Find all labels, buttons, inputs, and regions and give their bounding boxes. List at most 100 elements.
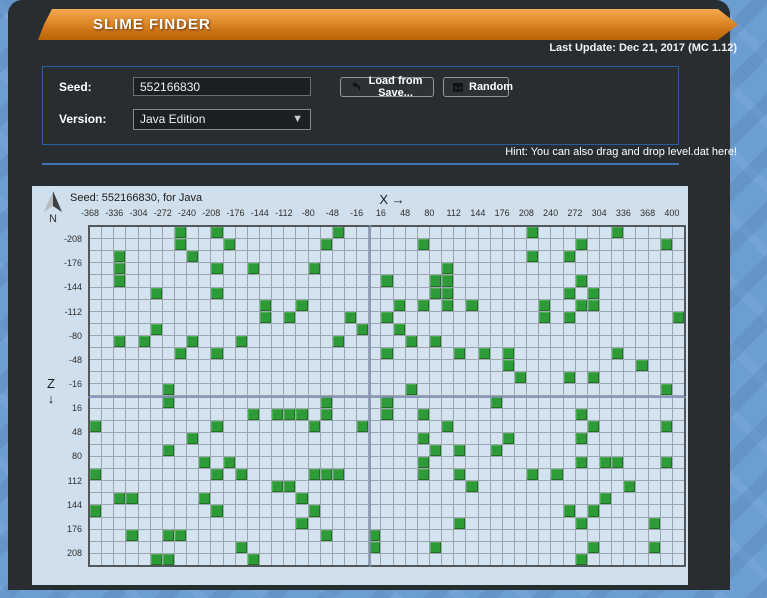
chunk-cell (466, 384, 478, 396)
chunk-cell (320, 444, 332, 457)
chunk-cell (600, 505, 612, 517)
chunk-cell (296, 553, 308, 565)
chunk-cell (296, 251, 308, 263)
chunk-cell (126, 420, 138, 432)
chunk-cell (235, 372, 247, 384)
chunk-cell (563, 348, 575, 360)
slime-chunk-cell (587, 372, 599, 384)
chunk-cell (90, 372, 102, 384)
chunk-cell (502, 420, 514, 432)
chunk-grid-map[interactable] (88, 225, 686, 567)
load-from-save-button[interactable]: Load from Save... (340, 75, 434, 99)
chunk-cell (345, 287, 357, 299)
random-button[interactable]: Random (443, 77, 513, 97)
chunk-cell (296, 396, 308, 408)
chunk-cell (660, 469, 672, 481)
chunk-cell (393, 384, 405, 396)
chunk-cell (624, 335, 636, 348)
chunk-cell (600, 372, 612, 384)
chunk-cell (672, 432, 684, 444)
chunk-cell (357, 541, 369, 553)
chunk-cell (369, 517, 381, 529)
slime-chunk-cell (126, 529, 138, 541)
chunk-cell (90, 384, 102, 396)
slime-chunk-cell (187, 251, 199, 263)
chunk-cell (150, 239, 162, 251)
chunk-cell (478, 505, 490, 517)
version-select[interactable]: Java Edition ▼ (133, 109, 311, 130)
chunk-cell (648, 408, 660, 420)
chunk-cell (624, 251, 636, 263)
chunk-cell (430, 396, 442, 408)
chunk-cell (442, 323, 454, 335)
chunk-cell (490, 553, 502, 565)
chunk-cell (430, 251, 442, 263)
x-tick: 336 (615, 208, 631, 218)
chunk-cell (672, 227, 684, 239)
chunk-cell (417, 553, 429, 565)
chunk-cell (648, 227, 660, 239)
chunk-cell (575, 469, 587, 481)
chunk-cell (417, 420, 429, 432)
chunk-cell (199, 299, 211, 311)
chunk-cell (320, 263, 332, 275)
chunk-cell (515, 263, 527, 275)
chunk-cell (600, 469, 612, 481)
chunk-cell (199, 553, 211, 565)
chunk-cell (126, 541, 138, 553)
chunk-cell (357, 251, 369, 263)
chunk-cell (466, 408, 478, 420)
chunk-cell (575, 323, 587, 335)
chunk-cell (600, 517, 612, 529)
chunk-cell (381, 444, 393, 457)
chunk-cell (417, 372, 429, 384)
chunk-cell (272, 541, 284, 553)
chunk-cell (393, 432, 405, 444)
chunk-cell (126, 275, 138, 287)
slime-chunk-cell (284, 408, 296, 420)
chunk-cell (211, 323, 223, 335)
x-tick: -176 (226, 208, 245, 218)
chunk-cell (672, 275, 684, 287)
chunk-cell (150, 348, 162, 360)
chunk-cell (175, 311, 187, 323)
chunk-cell (454, 396, 466, 408)
chunk-cell (138, 481, 150, 493)
chunk-cell (150, 227, 162, 239)
chunk-cell (648, 372, 660, 384)
chunk-cell (660, 287, 672, 299)
chunk-cell (405, 457, 417, 469)
chunk-cell (648, 360, 660, 372)
z-tick: -208 (63, 234, 82, 245)
chunk-cell (393, 469, 405, 481)
slime-chunk-cell (345, 311, 357, 323)
chunk-cell (454, 372, 466, 384)
slime-chunk-cell (648, 541, 660, 553)
chunk-cell (296, 444, 308, 457)
chunk-cell (199, 372, 211, 384)
chunk-cell (672, 529, 684, 541)
chunk-cell (308, 553, 320, 565)
chunk-cell (551, 239, 563, 251)
chunk-cell (272, 348, 284, 360)
chunk-cell (563, 384, 575, 396)
chunk-cell (357, 444, 369, 457)
chunk-cell (672, 372, 684, 384)
chunk-cell (90, 541, 102, 553)
chunk-cell (199, 517, 211, 529)
chunk-cell (405, 541, 417, 553)
chunk-cell (430, 299, 442, 311)
chunk-cell (454, 263, 466, 275)
chunk-cell (247, 311, 259, 323)
chunk-cell (126, 505, 138, 517)
chunk-cell (551, 444, 563, 457)
x-tick: 144 (470, 208, 486, 218)
chunk-cell (600, 348, 612, 360)
seed-input[interactable] (133, 77, 311, 96)
chunk-cell (235, 348, 247, 360)
chunk-cell (624, 287, 636, 299)
chunk-cell (405, 323, 417, 335)
x-tick: -240 (177, 208, 196, 218)
chunk-cell (223, 287, 235, 299)
chunk-cell (357, 227, 369, 239)
